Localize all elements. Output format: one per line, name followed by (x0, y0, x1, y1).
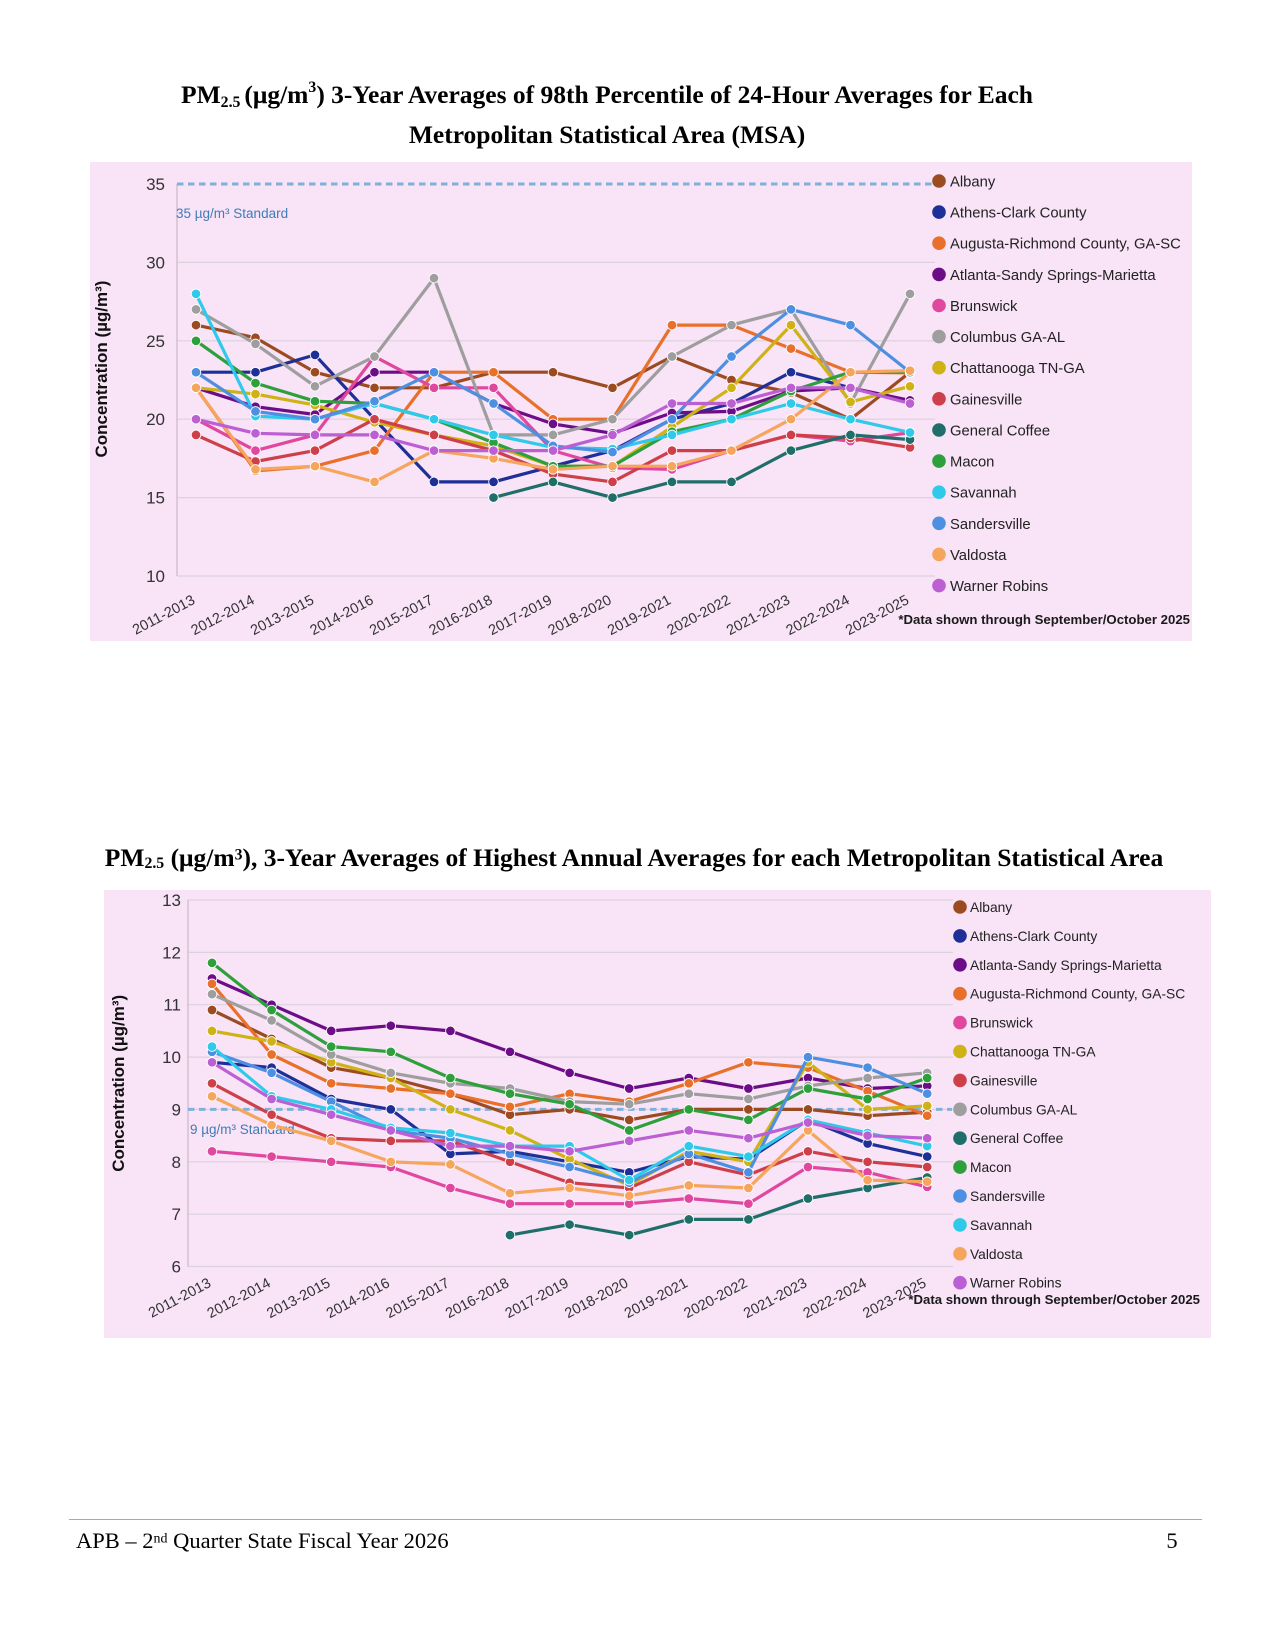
svg-text:*Data shown through September/: *Data shown through September/October 20… (898, 612, 1190, 627)
svg-text:Augusta-Richmond County, GA-SC: Augusta-Richmond County, GA-SC (950, 237, 1181, 253)
svg-text:Albany: Albany (970, 900, 1012, 915)
svg-text:Macon: Macon (950, 455, 994, 471)
svg-text:30: 30 (146, 253, 165, 272)
svg-text:Atlanta-Sandy Springs-Marietta: Atlanta-Sandy Springs-Marietta (950, 268, 1156, 284)
svg-text:Chattanooga TN-GA: Chattanooga TN-GA (950, 361, 1085, 377)
svg-text:35 µg/m³ Standard: 35 µg/m³ Standard (176, 206, 288, 221)
svg-text:35: 35 (146, 175, 165, 194)
svg-text:Valdosta: Valdosta (970, 1247, 1023, 1262)
svg-text:Athens-Clark County: Athens-Clark County (970, 929, 1097, 944)
svg-text:Valdosta: Valdosta (950, 548, 1007, 564)
svg-text:General Coffee: General Coffee (950, 424, 1050, 440)
svg-text:11: 11 (163, 996, 181, 1015)
svg-text:Sandersville: Sandersville (950, 517, 1031, 533)
svg-text:Chattanooga TN-GA: Chattanooga TN-GA (970, 1045, 1096, 1060)
svg-text:Savannah: Savannah (970, 1218, 1032, 1233)
svg-text:Brunswick: Brunswick (950, 299, 1018, 315)
svg-text:Concentration (µg/m³): Concentration (µg/m³) (109, 995, 128, 1172)
svg-text:Macon: Macon (970, 1160, 1011, 1175)
svg-text:Gainesville: Gainesville (950, 392, 1022, 408)
svg-text:Athens-Clark County: Athens-Clark County (950, 206, 1087, 222)
svg-text:20: 20 (146, 410, 165, 429)
svg-text:9 µg/m³ Standard: 9 µg/m³ Standard (190, 1122, 295, 1137)
svg-text:25: 25 (146, 332, 165, 351)
svg-text:Warner Robins: Warner Robins (970, 1276, 1062, 1291)
svg-text:Savannah: Savannah (950, 486, 1017, 502)
svg-text:13: 13 (162, 891, 181, 910)
svg-text:Sandersville: Sandersville (970, 1189, 1045, 1204)
svg-text:10: 10 (162, 1048, 181, 1067)
svg-text:9: 9 (172, 1100, 181, 1119)
svg-text:15: 15 (146, 489, 165, 508)
svg-text:Concentration (µg/m³): Concentration (µg/m³) (92, 281, 111, 458)
svg-text:Columbus GA-AL: Columbus GA-AL (970, 1102, 1078, 1117)
svg-text:General Coffee: General Coffee (970, 1131, 1064, 1146)
svg-text:Warner Robins: Warner Robins (950, 579, 1048, 595)
svg-text:10: 10 (146, 567, 165, 586)
svg-text:*Data shown through September/: *Data shown through September/October 20… (908, 1292, 1200, 1307)
svg-text:Atlanta-Sandy Springs-Marietta: Atlanta-Sandy Springs-Marietta (970, 958, 1162, 973)
svg-text:7: 7 (172, 1205, 181, 1224)
svg-text:Gainesville: Gainesville (970, 1073, 1038, 1088)
svg-text:8: 8 (172, 1153, 181, 1172)
svg-text:Brunswick: Brunswick (970, 1016, 1033, 1031)
svg-text:Augusta-Richmond County, GA-SC: Augusta-Richmond County, GA-SC (970, 987, 1185, 1002)
svg-text:Columbus GA-AL: Columbus GA-AL (950, 330, 1065, 346)
svg-text:Albany: Albany (950, 175, 996, 191)
svg-text:6: 6 (172, 1258, 181, 1277)
svg-text:12: 12 (162, 943, 181, 962)
